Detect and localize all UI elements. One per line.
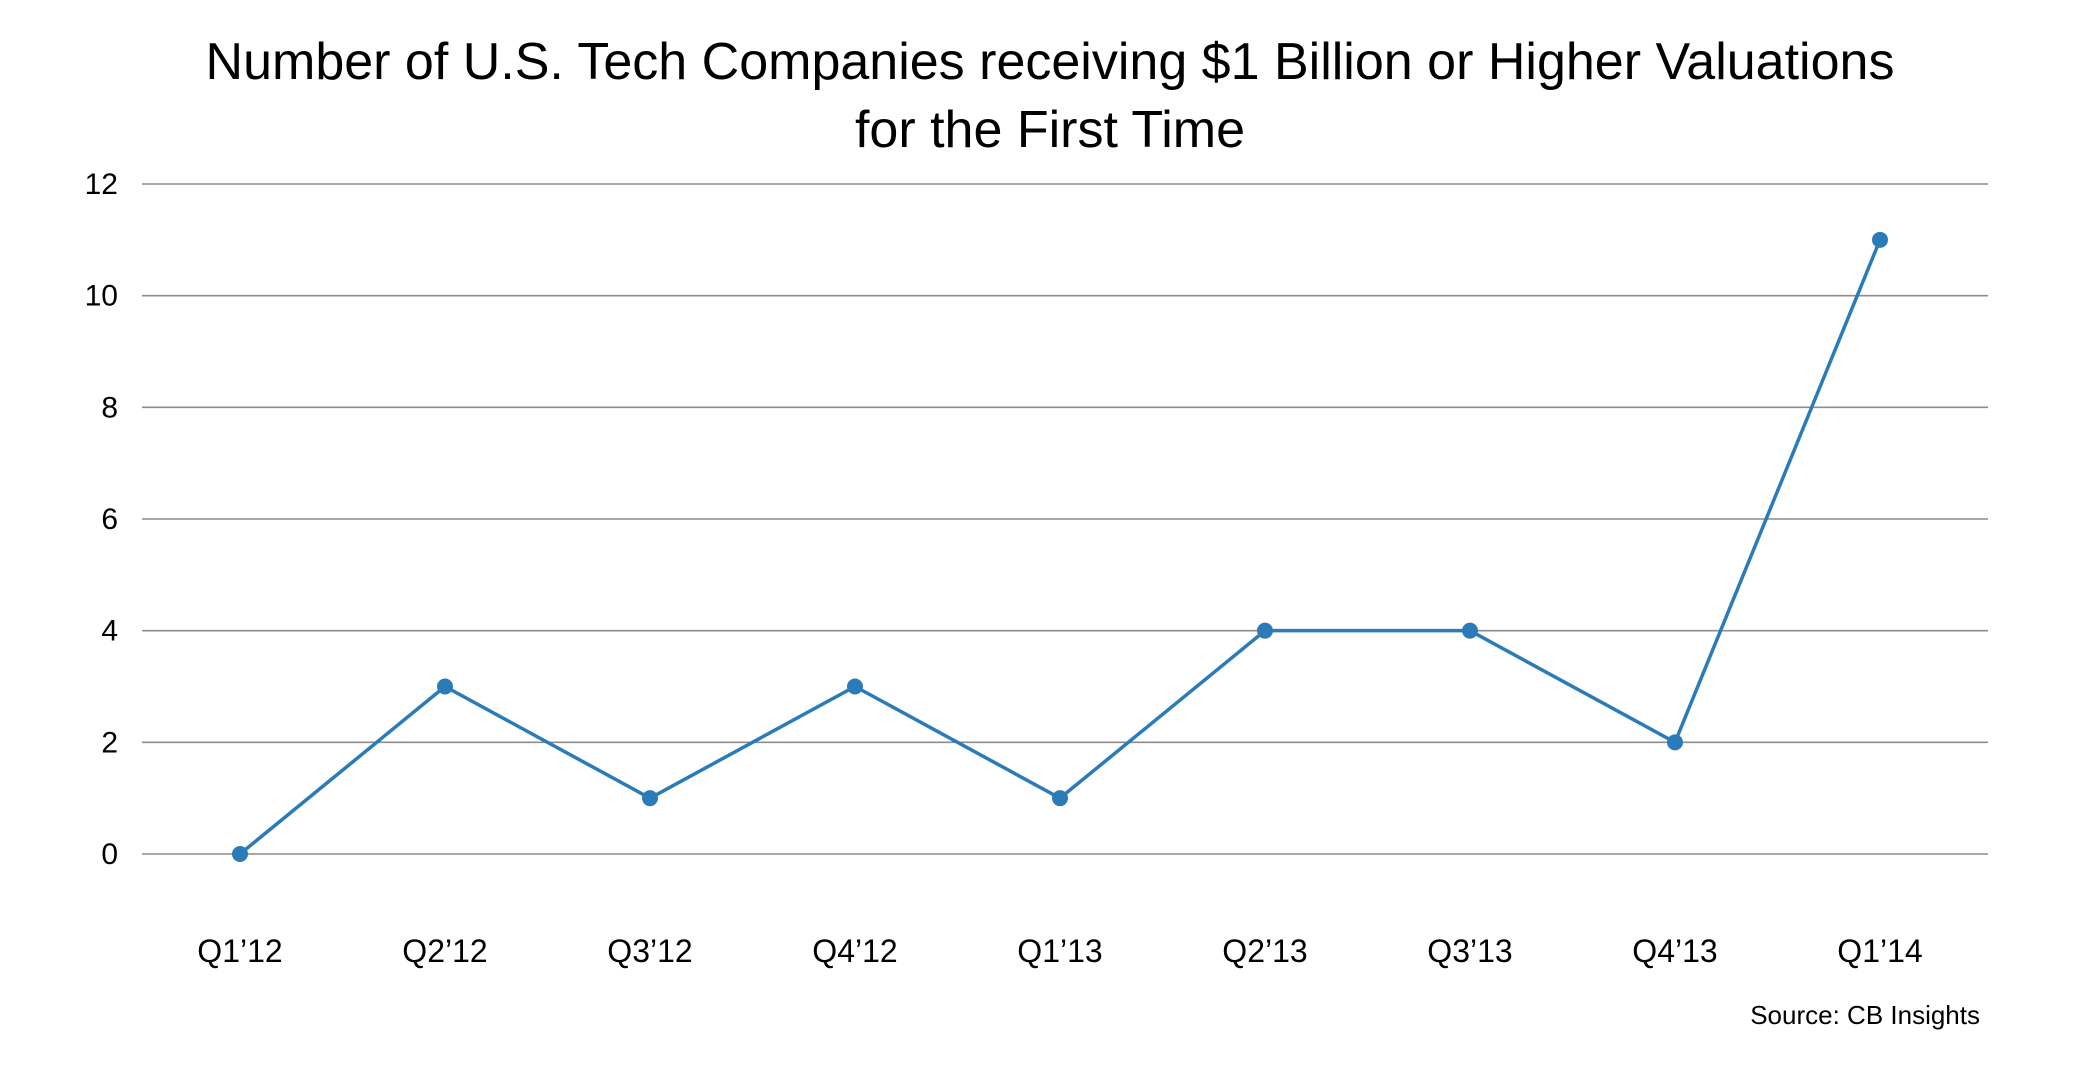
data-point xyxy=(1052,790,1068,807)
x-tick-label: Q4’12 xyxy=(812,933,897,969)
x-tick-label: Q3’13 xyxy=(1427,933,1512,969)
chart-title: Number of U.S. Tech Companies receiving … xyxy=(0,28,2100,164)
x-tick-label: Q2’13 xyxy=(1222,933,1307,969)
data-point xyxy=(1257,622,1273,639)
y-axis-ticks: 0 2 4 6 8 10 12 xyxy=(85,168,118,871)
data-point xyxy=(1667,734,1683,751)
chart-title-line-2: for the First Time xyxy=(854,101,1246,159)
data-point xyxy=(847,678,863,695)
y-tick-label: 4 xyxy=(101,615,118,648)
data-point xyxy=(1462,622,1478,639)
y-tick-label: 6 xyxy=(101,503,118,536)
y-tick-label: 8 xyxy=(101,391,118,424)
x-axis-ticks: Q1’12 Q2’12 Q3’12 Q4’12 Q1’13 Q2’13 Q3’13 Q4’13… xyxy=(197,933,1922,969)
x-tick-label: Q1’13 xyxy=(1017,933,1102,969)
x-tick-label: Q4’13 xyxy=(1632,933,1717,969)
series-layer xyxy=(232,231,1888,862)
x-tick-label: Q1’14 xyxy=(1837,933,1922,969)
x-tick-label: Q3’12 xyxy=(607,933,692,969)
series-line xyxy=(238,239,1882,856)
x-tick-label: Q2’12 xyxy=(402,933,487,969)
data-point xyxy=(1872,231,1888,248)
data-point xyxy=(642,790,658,807)
y-tick-label: 12 xyxy=(85,168,118,201)
data-point xyxy=(437,678,453,695)
data-point xyxy=(232,846,248,862)
chart-title-line-1: Number of U.S. Tech Companies receiving … xyxy=(205,33,1895,91)
gridlines xyxy=(142,183,1988,855)
y-tick-label: 10 xyxy=(85,280,118,313)
y-tick-label: 0 xyxy=(101,838,118,871)
x-tick-label: Q1’12 xyxy=(197,933,282,969)
source-note: Source: CB Insights xyxy=(1750,1000,1980,1030)
y-tick-label: 2 xyxy=(101,726,118,759)
